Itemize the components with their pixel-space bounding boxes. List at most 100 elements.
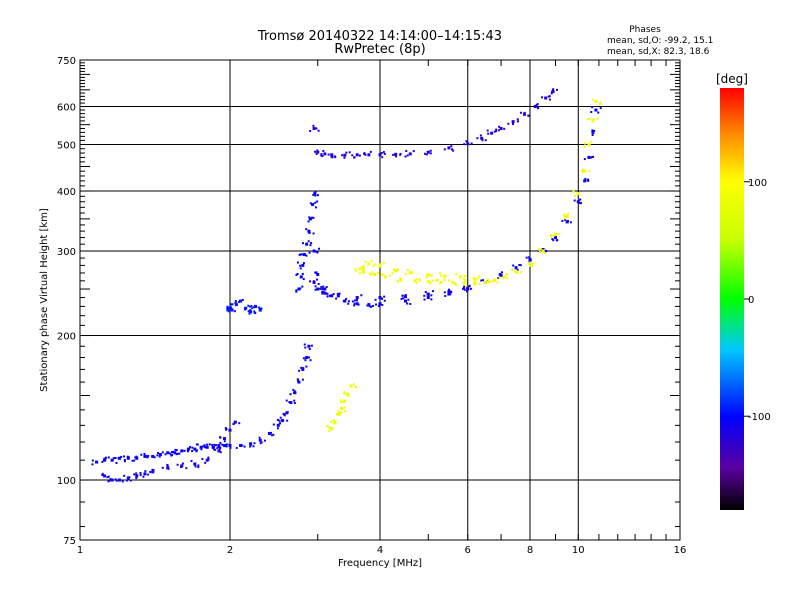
echo-point [383,262,386,265]
echo-point [316,251,319,254]
echo-point [279,422,282,425]
echo-point [548,98,551,101]
echo-point [123,458,126,461]
echo-point [207,458,210,461]
echo-point [448,288,451,291]
echo-point [340,411,343,414]
echo-point [518,264,521,267]
echo-point [105,456,108,459]
colorbar-tick-label: 100 [748,178,767,189]
echo-point [492,279,495,282]
echo-point [463,277,466,280]
echo-point [239,444,242,447]
echo-point [142,475,145,478]
x-tick-label: 10 [572,545,585,556]
echo-point [345,393,348,396]
colorbar [720,88,744,510]
echo-point [269,431,272,434]
echo-point [208,443,211,446]
echo-point [371,271,374,274]
echo-point [362,266,365,269]
echo-point [451,281,454,284]
echo-point [382,273,385,276]
echo-point [295,290,298,293]
echo-point [353,156,356,159]
echo-point [181,449,184,452]
echo-point [468,284,471,287]
echo-point [293,401,296,404]
echo-point [114,456,117,459]
echo-point [516,268,519,271]
echo-point [567,212,570,215]
echo-point [204,461,207,464]
echo-point [252,445,255,448]
echo-point [295,273,298,276]
echo-point [354,385,357,388]
echo-point [338,292,341,295]
echo-point [190,460,193,463]
echo-point [228,443,231,446]
echo-point [197,465,200,468]
echo-point [321,287,324,290]
echo-point [552,88,555,91]
echo-point [276,418,279,421]
echo-point [360,294,363,297]
echo-point [366,304,369,307]
echo-point [312,216,315,219]
echo-point [425,276,428,279]
echo-point [335,413,338,416]
echo-point [234,300,237,303]
echo-point [548,95,551,98]
echo-point [325,292,328,295]
echo-point [180,464,184,468]
echo-point [378,302,382,306]
echo-point [514,269,518,273]
echo-point [367,303,371,307]
echo-point [429,152,432,155]
y-tick-label: 500 [57,141,76,152]
echo-point [523,112,527,116]
echo-point [293,390,296,393]
echo-point [226,305,229,308]
echo-point [418,278,421,281]
echo-point [530,262,533,265]
echo-point [424,290,427,293]
echo-point [308,231,311,234]
echo-point [107,456,110,459]
echo-point [258,438,262,442]
echo-point [230,303,233,306]
echo-point [394,269,398,273]
echo-point [143,452,146,455]
x-tick-label: 4 [377,545,383,556]
echo-point [296,272,299,275]
echo-point [429,281,432,284]
echo-point [563,213,566,216]
echo-point [205,458,209,462]
echo-point [519,264,522,267]
echo-point [349,384,352,387]
echo-point [316,273,319,276]
echo-point [591,119,595,123]
echo-point [314,201,317,204]
echo-point [199,445,203,449]
echo-point [107,475,110,478]
echo-point [473,277,477,281]
echo-point [327,153,330,156]
echo-point [347,394,350,397]
echo-point [135,472,138,475]
echo-point [335,297,338,300]
echo-point [197,464,200,467]
echo-point [597,111,600,114]
echo-point [364,153,367,156]
echo-point [252,306,255,309]
echo-point [480,279,483,282]
echo-point [249,310,253,314]
echo-point [361,267,364,270]
echo-point [499,273,503,277]
echo-point [139,473,142,476]
echo-point [447,291,450,294]
echo-point [553,232,557,236]
echo-point [377,304,380,307]
echo-point [121,480,124,483]
echo-point [489,280,492,283]
